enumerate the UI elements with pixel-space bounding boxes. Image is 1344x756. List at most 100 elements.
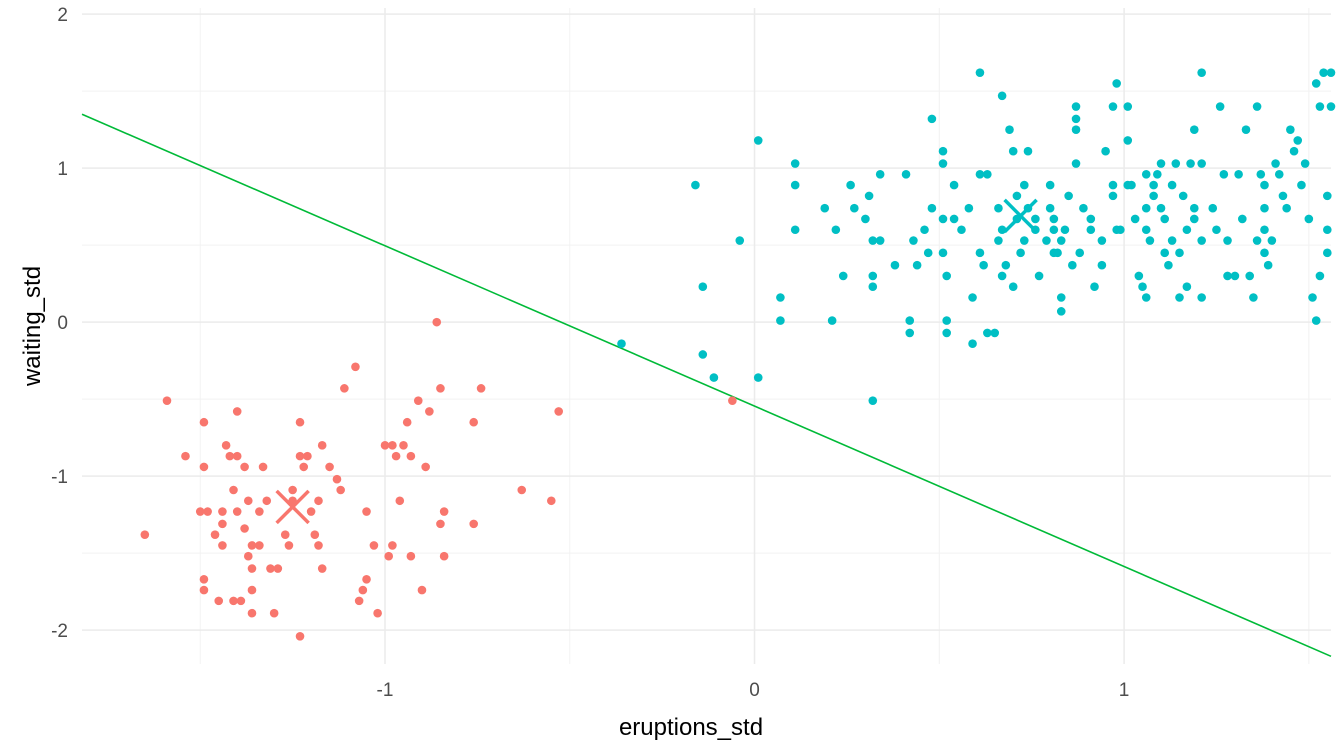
data-point <box>1182 282 1192 292</box>
data-point <box>1127 180 1136 190</box>
data-point <box>425 407 434 416</box>
data-point <box>439 507 449 516</box>
data-point <box>229 596 238 606</box>
data-point <box>1175 248 1184 258</box>
data-point <box>1008 146 1018 156</box>
data-point <box>413 396 423 405</box>
data-point <box>1267 236 1277 245</box>
data-point <box>195 507 205 516</box>
data-point <box>1071 125 1081 134</box>
data-point <box>957 225 966 235</box>
data-point <box>949 180 959 190</box>
data-point <box>1145 236 1155 245</box>
data-point <box>1208 203 1218 213</box>
data-point <box>735 236 745 245</box>
data-point <box>1068 260 1077 270</box>
data-point <box>247 608 257 618</box>
data-point <box>938 146 948 156</box>
centroid-marker <box>1003 198 1038 234</box>
data-point <box>1260 248 1269 258</box>
data-point <box>476 384 486 393</box>
data-point <box>1274 170 1284 179</box>
data-point <box>432 317 442 327</box>
data-point <box>975 170 985 179</box>
data-point <box>1297 180 1306 190</box>
data-point <box>1189 203 1199 213</box>
data-point <box>1189 125 1199 134</box>
data-point <box>1167 180 1177 190</box>
data-point <box>1097 260 1107 270</box>
data-point <box>1311 79 1321 88</box>
data-point <box>868 236 878 245</box>
data-point <box>997 225 1007 235</box>
data-point <box>1212 225 1221 235</box>
data-point <box>1060 225 1070 235</box>
data-point <box>1153 170 1162 179</box>
data-point <box>1123 102 1133 111</box>
data-point <box>325 462 334 472</box>
data-point <box>1134 271 1144 281</box>
data-point <box>1008 282 1018 292</box>
data-point <box>1056 307 1066 316</box>
data-point <box>1263 260 1273 270</box>
data-point <box>1086 214 1096 224</box>
data-point <box>314 541 323 550</box>
data-point <box>927 203 937 213</box>
data-point <box>232 507 242 516</box>
data-point <box>199 575 209 584</box>
data-point <box>406 551 416 561</box>
data-point <box>210 530 220 539</box>
data-point <box>1197 68 1206 77</box>
x-axis-ticks: -1 0 1 <box>377 680 1130 701</box>
data-point <box>1016 248 1025 258</box>
data-point <box>469 417 478 427</box>
data-point <box>1252 236 1262 245</box>
data-point <box>1108 102 1118 111</box>
data-point <box>317 441 327 450</box>
data-point <box>831 225 841 235</box>
data-point <box>1323 248 1332 258</box>
data-point <box>269 608 279 618</box>
data-point <box>1230 271 1240 281</box>
data-point <box>905 316 915 325</box>
data-point <box>181 451 190 461</box>
data-point <box>949 214 959 224</box>
data-point <box>240 524 249 533</box>
data-point <box>255 507 264 516</box>
centroid-marker <box>275 489 310 525</box>
decision-line <box>81 113 1332 658</box>
data-point <box>351 362 360 372</box>
data-point <box>218 541 227 550</box>
data-point <box>1160 248 1170 258</box>
data-point <box>1245 271 1255 281</box>
data-point <box>247 541 257 550</box>
data-point <box>1241 125 1251 134</box>
data-point <box>1167 236 1177 245</box>
data-point <box>1049 214 1059 224</box>
data-point <box>905 328 915 338</box>
data-point <box>236 596 246 606</box>
data-point <box>1130 214 1140 224</box>
data-point <box>890 260 900 270</box>
data-point <box>1149 180 1158 190</box>
data-point <box>1160 214 1170 224</box>
data-point <box>225 451 235 461</box>
data-point <box>968 293 977 302</box>
data-point <box>868 396 878 405</box>
data-point <box>983 170 992 179</box>
data-point <box>162 396 172 405</box>
data-point <box>1189 214 1199 224</box>
data-point <box>1300 159 1310 168</box>
data-point <box>1308 293 1317 302</box>
data-point <box>850 203 859 213</box>
data-point <box>436 384 445 393</box>
y-tick-label: -1 <box>51 467 68 488</box>
data-point <box>295 631 305 641</box>
data-point <box>753 136 763 145</box>
data-point <box>395 496 405 506</box>
data-point <box>979 260 988 270</box>
y-axis-ticks: -2 -1 0 1 2 <box>51 5 68 642</box>
data-point <box>388 541 397 550</box>
data-point <box>875 170 885 179</box>
data-point <box>229 485 238 495</box>
